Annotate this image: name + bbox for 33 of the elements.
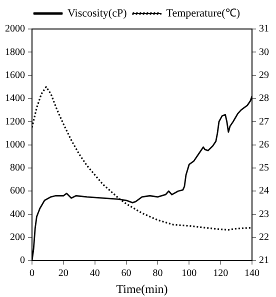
y-tick-label: 1600 <box>5 70 25 81</box>
y-tick-label: 200 <box>10 232 25 244</box>
y2-tick-label: 25 <box>259 162 269 174</box>
y2-tick-label: 24 <box>259 186 269 197</box>
legend-label: Temperature(℃) <box>166 7 240 20</box>
y2-tick-label: 28 <box>259 93 269 104</box>
x-tick-label: 120 <box>213 268 228 280</box>
y2-tick-label: 21 <box>259 255 269 266</box>
y-tick-label: 600 <box>10 186 25 197</box>
x-tick-label: 100 <box>182 268 197 280</box>
legend-label: Viscosity(cP) <box>68 7 128 20</box>
y-tick-label: 400 <box>10 208 25 220</box>
y2-tick-label: 31 <box>259 24 269 35</box>
y2-tick-label: 23 <box>259 208 269 220</box>
x-tick-label: 60 <box>121 268 132 280</box>
x-tick-label: 140 <box>244 268 260 280</box>
y2-tick-label: 27 <box>259 116 269 128</box>
y-tick-label: 800 <box>10 162 25 174</box>
x-tick-label: 40 <box>90 268 100 280</box>
y-tick-label: 0 <box>20 255 25 266</box>
y2-tick-label: 30 <box>259 46 269 58</box>
y-tick-label: 1400 <box>5 93 25 104</box>
y-tick-label: 1200 <box>5 116 25 128</box>
y2-tick-label: 29 <box>259 70 269 81</box>
x-tick-label: 80 <box>152 268 163 280</box>
x-axis-title: Time(min) <box>116 282 168 296</box>
y-tick-label: 1000 <box>5 139 25 150</box>
y-tick-label: 2000 <box>5 24 25 35</box>
x-tick-label: 20 <box>58 268 68 280</box>
y-tick-label: 1800 <box>5 46 25 58</box>
y2-tick-label: 22 <box>259 232 269 244</box>
x-tick-label: 0 <box>30 268 34 280</box>
y2-tick-label: 26 <box>259 139 269 150</box>
